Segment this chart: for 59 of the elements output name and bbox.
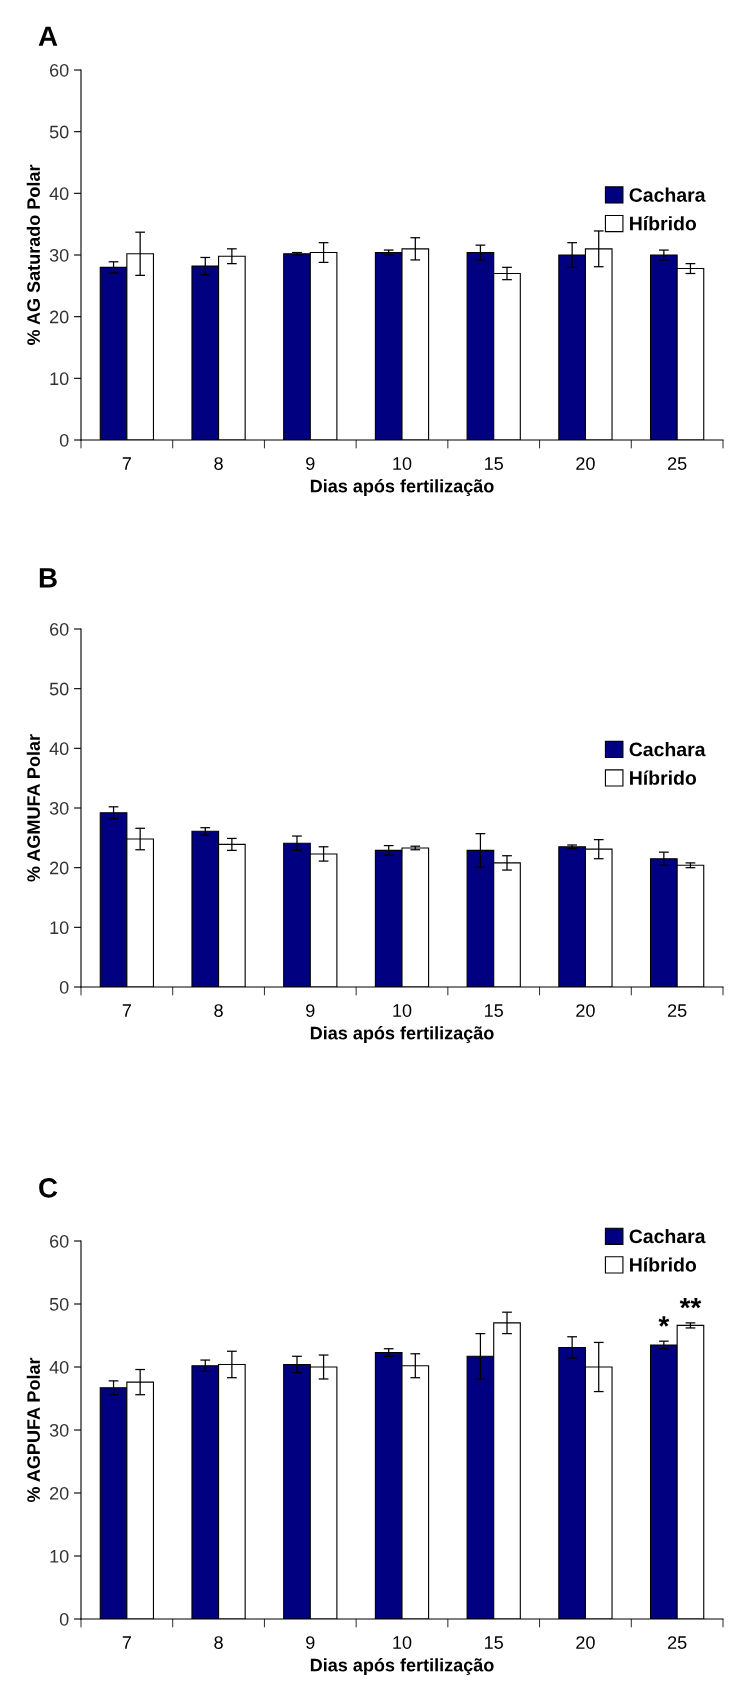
y-axis-title: % AG Saturado Polar [26, 164, 40, 346]
x-tick-label: 8 [214, 457, 223, 470]
y-tick-label: 0 [59, 433, 69, 447]
y-tick-label: 60 [50, 63, 69, 77]
y-axis-title: % AGPUFA Polar [26, 1357, 40, 1503]
annotation: ** [679, 1298, 702, 1309]
chart-title: A [38, 26, 58, 46]
y-tick-label: 10 [50, 1549, 69, 1563]
x-tick-label: 15 [485, 457, 503, 470]
y-tick-label: 20 [50, 310, 69, 324]
x-tick-label: 10 [393, 1636, 412, 1649]
y-tick-label: 40 [49, 1360, 69, 1374]
x-tick-label: 7 [122, 1636, 131, 1649]
y-tick-label: 30 [49, 248, 69, 262]
y-tick-label: 40 [49, 187, 69, 201]
legend-label: Híbrido [630, 215, 697, 231]
x-tick-label: 25 [668, 1004, 687, 1017]
x-tick-label: 25 [668, 457, 687, 470]
legend-label: Cachara [629, 1228, 706, 1244]
x-tick-label: 15 [485, 1004, 503, 1017]
y-tick-label: 10 [50, 372, 69, 386]
y-tick-label: 40 [49, 742, 69, 756]
y-tick-label: 30 [49, 1423, 69, 1437]
x-tick-label: 10 [393, 1004, 412, 1017]
legend-label: Híbrido [630, 770, 697, 785]
x-tick-label: 7 [122, 1004, 131, 1017]
x-tick-label: 10 [393, 457, 412, 470]
x-tick-label: 20 [576, 1636, 595, 1649]
y-tick-label: 50 [49, 682, 69, 696]
y-tick-label: 20 [50, 861, 69, 875]
y-axis-title: % AGMUFA Polar [26, 734, 40, 882]
chart-title: C [39, 1178, 58, 1198]
annotation: * [658, 1316, 670, 1327]
x-tick-label: 8 [214, 1004, 223, 1017]
chart-title: B [39, 568, 57, 588]
x-tick-label: 8 [214, 1636, 223, 1649]
y-tick-label: 50 [49, 125, 69, 139]
legend-label: Híbrido [630, 1257, 697, 1272]
y-tick-label: 0 [59, 980, 69, 994]
x-tick-label: 20 [576, 457, 595, 470]
y-tick-label: 60 [50, 622, 69, 636]
y-tick-label: 30 [49, 801, 69, 815]
x-tick-label: 25 [668, 1636, 687, 1649]
x-tick-label: 15 [485, 1636, 503, 1649]
legend-label: Cachara [629, 742, 706, 757]
y-tick-label: 0 [59, 1612, 69, 1626]
x-tick-label: 9 [306, 457, 315, 470]
x-axis-title: Dias após fertilização [310, 1026, 494, 1044]
y-tick-label: 20 [50, 1486, 69, 1500]
x-axis-title: Dias após fertilização [310, 479, 494, 497]
x-tick-label: 9 [306, 1636, 315, 1649]
legend-label: Cachara [629, 187, 706, 202]
y-tick-label: 50 [49, 1297, 69, 1311]
y-tick-label: 10 [50, 921, 69, 935]
x-tick-label: 9 [306, 1004, 315, 1017]
x-tick-label: 7 [122, 457, 131, 470]
x-axis-title: Dias após fertilização [310, 1658, 494, 1676]
y-tick-label: 60 [50, 1234, 69, 1248]
x-tick-label: 20 [576, 1004, 595, 1017]
